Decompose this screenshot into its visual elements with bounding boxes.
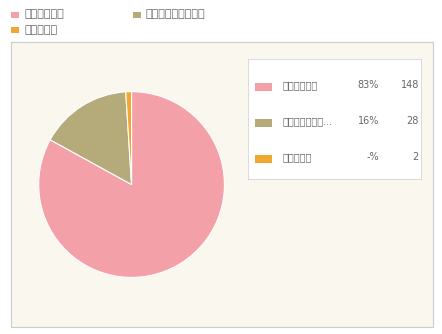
Text: 83%: 83% bbox=[358, 80, 379, 90]
Text: 28: 28 bbox=[407, 116, 419, 126]
Bar bbox=[11, 27, 19, 33]
Text: 持って行った: 持って行った bbox=[282, 80, 317, 90]
Text: わからない: わからない bbox=[282, 152, 312, 162]
Text: 持って行ってい...: 持って行ってい... bbox=[282, 116, 332, 126]
Bar bbox=[255, 83, 272, 91]
Wedge shape bbox=[39, 92, 225, 278]
Text: 持って行った: 持って行った bbox=[24, 9, 64, 19]
Text: -%: -% bbox=[366, 152, 379, 162]
Text: 持って行っていない: 持って行っていない bbox=[146, 9, 206, 19]
Wedge shape bbox=[126, 92, 132, 184]
Bar bbox=[133, 12, 141, 18]
Bar bbox=[255, 119, 272, 127]
Text: 16%: 16% bbox=[358, 116, 379, 126]
Bar bbox=[11, 12, 19, 18]
Wedge shape bbox=[50, 92, 132, 184]
Text: わからない: わからない bbox=[24, 25, 57, 35]
Bar bbox=[255, 155, 272, 163]
Text: 2: 2 bbox=[413, 152, 419, 162]
Text: 148: 148 bbox=[400, 80, 419, 90]
